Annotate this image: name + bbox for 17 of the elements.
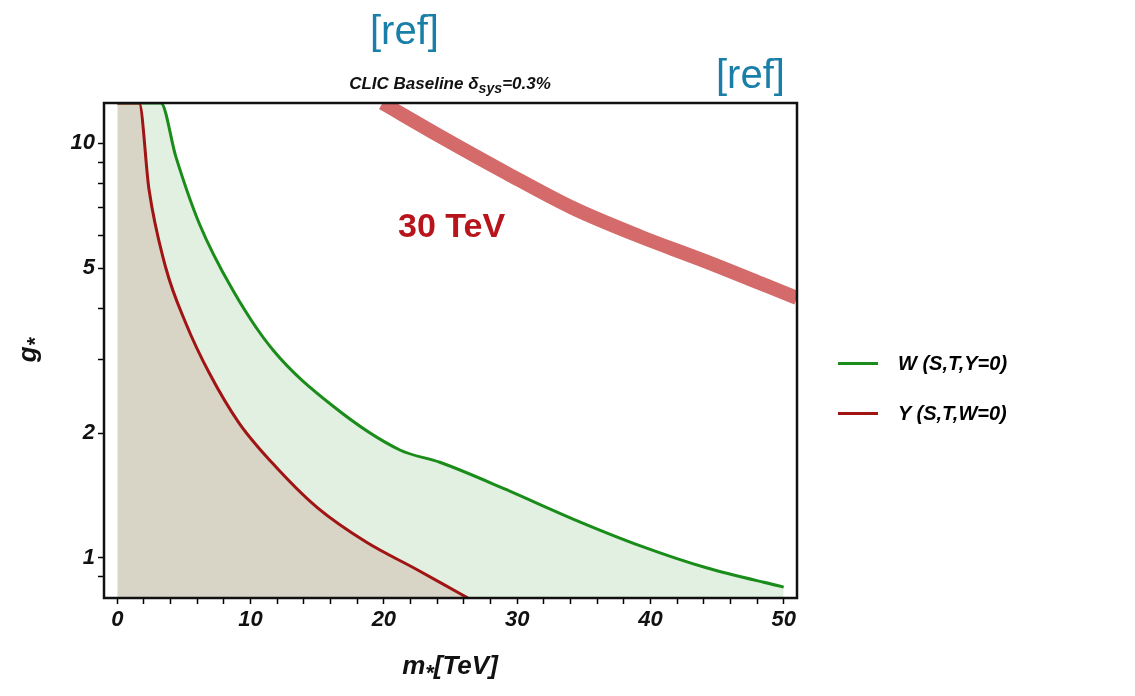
- legend-label: Y (S,T,W=0): [898, 401, 1007, 425]
- text: [ref]: [370, 8, 439, 53]
- x-tick-label: 20: [370, 606, 397, 632]
- x-tick-label: 50: [771, 606, 797, 632]
- annotation: 30 TeV: [398, 206, 506, 245]
- text: [ref]: [716, 52, 785, 97]
- y-tick-label: 5: [82, 254, 96, 280]
- y-tick-label: 1: [82, 543, 95, 569]
- x-tick-label: 10: [238, 606, 264, 632]
- x-tick-label: 40: [637, 606, 664, 632]
- x-axis-title: m$_{*}$[TeV]: [402, 650, 498, 687]
- x-tick-label: 0: [111, 606, 125, 632]
- legend-label: W (S,T,Y=0): [898, 351, 1008, 375]
- x-tick-label: 30: [504, 606, 531, 632]
- chart-title: CLIC Baseline δ$_{sys}$=0.3%: [349, 74, 551, 97]
- y-tick-label: 2: [81, 419, 96, 445]
- y-tick-label: 10: [70, 129, 96, 155]
